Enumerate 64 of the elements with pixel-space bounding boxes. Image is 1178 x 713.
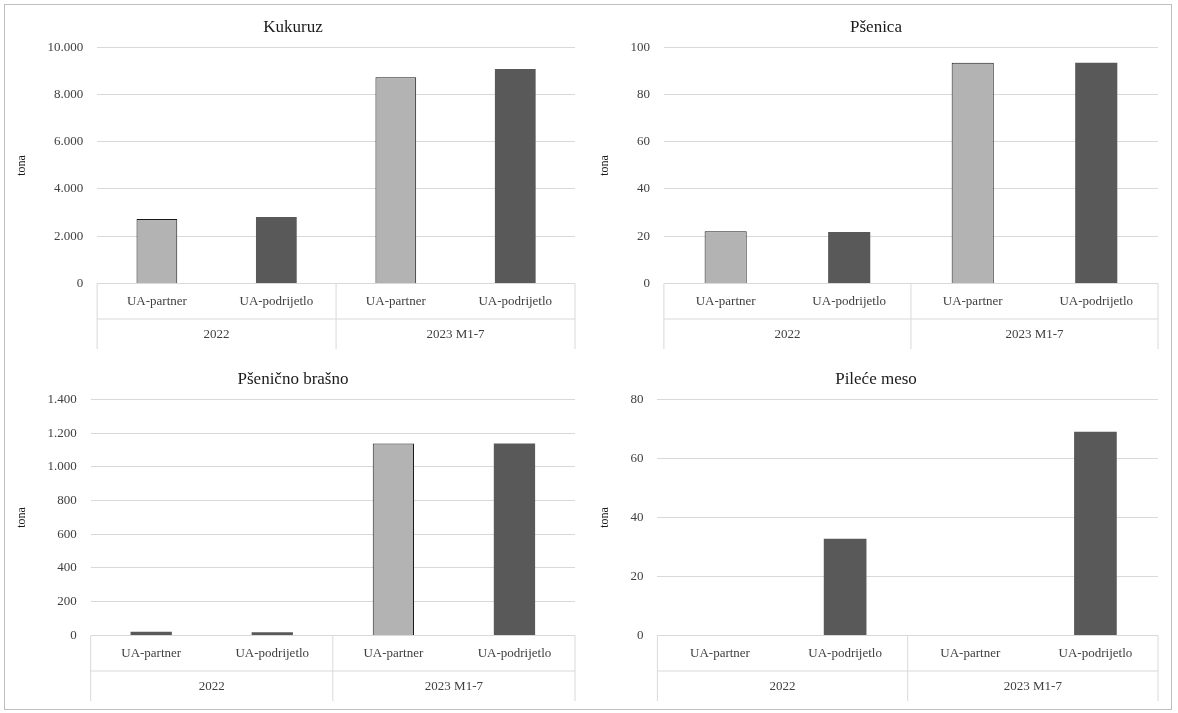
- y-tick-label: 20: [636, 227, 650, 243]
- y-tick-label: 60: [636, 133, 650, 149]
- bar: [255, 217, 297, 283]
- bar: [828, 231, 871, 283]
- x-tick-label: UA-partner: [363, 644, 424, 660]
- text: 2022: [198, 678, 225, 694]
- x-tick-label: UA-podrijetlo: [477, 644, 552, 660]
- text: 2022: [774, 326, 801, 342]
- y-tick-label: 0: [643, 274, 650, 290]
- y-tick-label: 400: [57, 559, 77, 575]
- x-tick-label: UA-podrijetlo: [812, 292, 887, 308]
- x-tick-label: UA-podrijetlo: [1059, 292, 1134, 308]
- x-tick-label: UA-podrijetlo: [239, 292, 314, 308]
- y-tick-label: 1.000: [47, 458, 77, 474]
- y-tick-label: 60: [630, 449, 644, 465]
- y-tick-label: 0: [636, 626, 644, 642]
- y-tick-label: 200: [57, 593, 77, 609]
- y-tick-label: 0: [76, 274, 84, 290]
- text: 2022: [203, 326, 230, 342]
- x-tick-label: UA-partner: [940, 644, 1001, 660]
- x-tick-label: UA-podrijetlo: [808, 644, 882, 660]
- x-tick-label: UA-partner: [942, 292, 1004, 308]
- y-axis-title: tona: [14, 154, 29, 176]
- chart-title: Kukuruz: [263, 16, 324, 36]
- y-tick-label: 6.000: [53, 133, 84, 149]
- y-tick-label: 8.000: [53, 86, 84, 102]
- x-tick-label: UA-podrijetlo: [478, 292, 553, 308]
- x-tick-label: UA-partner: [126, 292, 188, 308]
- x-tick-label: UA-partner: [365, 292, 427, 308]
- x-tick-label: UA-podrijetlo: [1058, 644, 1133, 660]
- chart-title: Pšenica: [850, 16, 903, 36]
- chart-title: Pšenično brašno: [237, 368, 349, 388]
- text: 2023 M1-7: [1005, 326, 1065, 342]
- x-tick-label: UA-podrijetlo: [235, 644, 310, 660]
- y-tick-label: 40: [636, 180, 650, 196]
- y-axis-title: tona: [597, 506, 612, 528]
- y-axis-title: tona: [14, 506, 29, 528]
- x-tick-label: UA-partner: [121, 644, 182, 660]
- y-tick-label: 20: [630, 567, 644, 583]
- y-tick-label: 1.200: [47, 424, 77, 440]
- x-tick-label: UA-partner: [695, 292, 757, 308]
- bar: [493, 443, 536, 635]
- bar: [494, 69, 536, 283]
- bar: [130, 631, 172, 635]
- bar: [1075, 62, 1118, 283]
- y-tick-label: 600: [57, 525, 77, 541]
- text: 2023 M1-7: [1003, 678, 1063, 694]
- text: 2023 M1-7: [426, 326, 486, 342]
- y-tick-label: 2.000: [53, 227, 84, 243]
- y-tick-label: 40: [630, 508, 644, 524]
- text: 2023 M1-7: [424, 678, 484, 694]
- y-tick-label: 80: [636, 86, 650, 102]
- y-tick-label: 4.000: [53, 180, 84, 196]
- chart-title: Pileće meso: [835, 368, 917, 388]
- bar: [251, 632, 293, 635]
- text: 2022: [769, 678, 796, 694]
- y-axis-title: tona: [597, 154, 612, 176]
- y-tick-label: 10.000: [47, 38, 84, 54]
- y-tick-label: 1.400: [47, 390, 77, 406]
- x-tick-label: UA-partner: [690, 644, 751, 660]
- y-tick-label: 80: [630, 390, 644, 406]
- y-tick-label: 0: [70, 626, 77, 642]
- y-tick-label: 800: [57, 491, 77, 507]
- y-tick-label: 100: [630, 38, 650, 54]
